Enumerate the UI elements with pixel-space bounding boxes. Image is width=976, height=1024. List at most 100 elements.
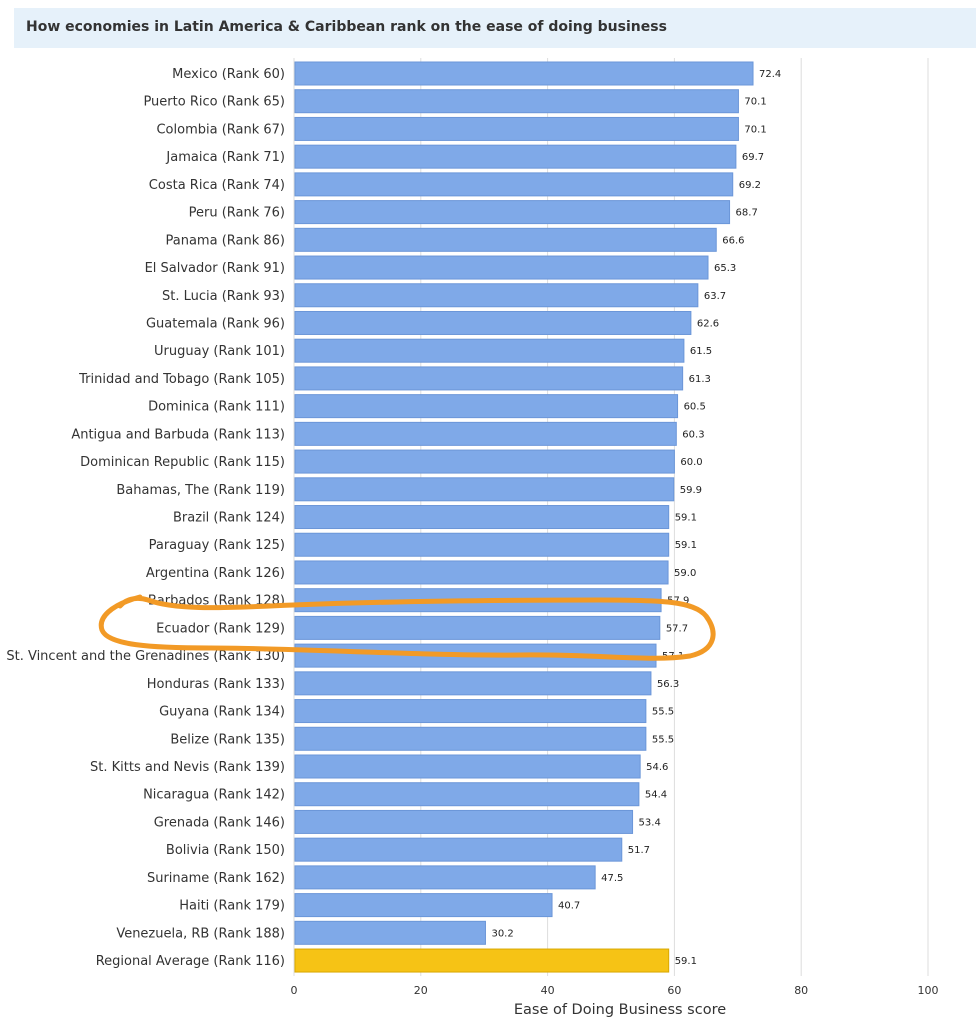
bar bbox=[294, 671, 652, 696]
bar bbox=[294, 920, 486, 945]
value-label: 40.7 bbox=[558, 901, 580, 912]
bar bbox=[294, 560, 669, 585]
chart-title: How economies in Latin America & Caribbe… bbox=[26, 19, 667, 35]
value-label: 61.5 bbox=[690, 346, 712, 357]
value-label: 61.3 bbox=[689, 374, 711, 385]
value-label: 70.1 bbox=[744, 97, 766, 108]
category-label: Guatemala (Rank 96) bbox=[146, 316, 285, 331]
bar bbox=[294, 449, 675, 474]
value-label: 59.0 bbox=[674, 568, 696, 579]
value-label: 60.5 bbox=[684, 402, 706, 413]
x-tick-label: 20 bbox=[414, 984, 428, 997]
category-label: Nicaragua (Rank 142) bbox=[143, 788, 285, 803]
value-label: 60.0 bbox=[680, 457, 702, 468]
bar bbox=[294, 172, 734, 197]
bar bbox=[294, 615, 661, 640]
bar bbox=[294, 200, 731, 225]
bar bbox=[294, 255, 709, 280]
bar bbox=[294, 782, 640, 807]
x-tick-labels: 0 20 40 60 80 100 bbox=[291, 984, 939, 997]
category-label: Guyana (Rank 134) bbox=[159, 705, 285, 720]
bars bbox=[294, 61, 754, 973]
category-label: Brazil (Rank 124) bbox=[173, 511, 285, 526]
category-label: St. Lucia (Rank 93) bbox=[162, 289, 285, 304]
category-label: Mexico (Rank 60) bbox=[172, 67, 285, 82]
bar bbox=[294, 754, 641, 779]
value-label: 56.3 bbox=[657, 679, 679, 690]
bar bbox=[294, 893, 553, 918]
value-label: 66.6 bbox=[722, 235, 744, 246]
bar bbox=[294, 421, 677, 446]
value-label: 59.9 bbox=[680, 485, 702, 496]
x-axis-title: Ease of Doing Business score bbox=[514, 1002, 726, 1018]
value-label: 55.5 bbox=[652, 707, 674, 718]
bar bbox=[294, 837, 623, 862]
category-labels: Mexico (Rank 60) Puerto Rico (Rank 65) Col… bbox=[6, 67, 285, 969]
category-label: Costa Rica (Rank 74) bbox=[149, 178, 285, 193]
bar bbox=[294, 366, 684, 391]
value-label: 30.2 bbox=[491, 928, 513, 939]
category-label: Colombia (Rank 67) bbox=[156, 122, 285, 137]
category-label: Regional Average (Rank 116) bbox=[96, 954, 285, 969]
value-label: 62.6 bbox=[697, 318, 719, 329]
category-label: Dominican Republic (Rank 115) bbox=[80, 455, 285, 470]
category-label: Dominica (Rank 111) bbox=[148, 400, 285, 415]
bar bbox=[294, 865, 596, 890]
value-label: 59.1 bbox=[675, 956, 697, 967]
value-label: 63.7 bbox=[704, 291, 726, 302]
chart-title-bar: How economies in Latin America & Caribbe… bbox=[14, 8, 976, 48]
bar bbox=[294, 283, 699, 308]
category-label: Puerto Rico (Rank 65) bbox=[143, 95, 285, 110]
category-label: Belize (Rank 135) bbox=[170, 732, 285, 747]
x-tick-label: 60 bbox=[667, 984, 681, 997]
category-label: Trinidad and Tobago (Rank 105) bbox=[78, 372, 285, 387]
category-label: Paraguay (Rank 125) bbox=[149, 538, 285, 553]
bar bbox=[294, 699, 647, 724]
bar bbox=[294, 61, 754, 86]
category-label: Antigua and Barbuda (Rank 113) bbox=[71, 427, 285, 442]
category-label: St. Kitts and Nevis (Rank 139) bbox=[90, 760, 285, 775]
bar bbox=[294, 144, 737, 169]
x-tick-label: 0 bbox=[291, 984, 298, 997]
category-label: Jamaica (Rank 71) bbox=[165, 150, 285, 165]
bar bbox=[294, 227, 717, 252]
category-label: Uruguay (Rank 101) bbox=[154, 344, 285, 359]
bar bbox=[294, 89, 739, 114]
value-label: 55.5 bbox=[652, 734, 674, 745]
category-label: Panama (Rank 86) bbox=[166, 233, 286, 248]
category-label: Haiti (Rank 179) bbox=[179, 899, 285, 914]
bar bbox=[294, 338, 685, 363]
category-label: Peru (Rank 76) bbox=[189, 206, 285, 221]
value-label: 60.3 bbox=[682, 429, 704, 440]
value-label: 70.1 bbox=[744, 124, 766, 135]
value-label: 47.5 bbox=[601, 873, 623, 884]
value-label: 65.3 bbox=[714, 263, 736, 274]
category-label: Grenada (Rank 146) bbox=[154, 815, 285, 830]
value-label: 57.7 bbox=[666, 623, 688, 634]
category-label: Bahamas, The (Rank 119) bbox=[116, 483, 285, 498]
value-label: 69.2 bbox=[739, 180, 761, 191]
value-label: 59.1 bbox=[675, 513, 697, 524]
bar bbox=[294, 505, 670, 530]
annotation-circle bbox=[98, 594, 716, 661]
regional-average-bar bbox=[294, 948, 670, 973]
value-label: 59.1 bbox=[675, 540, 697, 551]
value-label: 72.4 bbox=[759, 69, 781, 80]
bar bbox=[294, 116, 739, 141]
bar bbox=[294, 310, 692, 335]
value-label: 53.4 bbox=[639, 817, 661, 828]
category-label: Honduras (Rank 133) bbox=[147, 677, 285, 692]
category-label: St. Vincent and the Grenadines (Rank 130… bbox=[6, 649, 285, 664]
value-label: 54.4 bbox=[645, 790, 667, 801]
value-label: 51.7 bbox=[628, 845, 650, 856]
x-tick-label: 100 bbox=[918, 984, 939, 997]
category-label: El Salvador (Rank 91) bbox=[145, 261, 285, 276]
category-label: Venezuela, RB (Rank 188) bbox=[116, 926, 285, 941]
category-label: Suriname (Rank 162) bbox=[147, 871, 285, 886]
value-label: 68.7 bbox=[736, 208, 758, 219]
bar bbox=[294, 726, 647, 751]
x-tick-label: 40 bbox=[541, 984, 555, 997]
value-label: 69.7 bbox=[742, 152, 764, 163]
bar bbox=[294, 477, 675, 502]
